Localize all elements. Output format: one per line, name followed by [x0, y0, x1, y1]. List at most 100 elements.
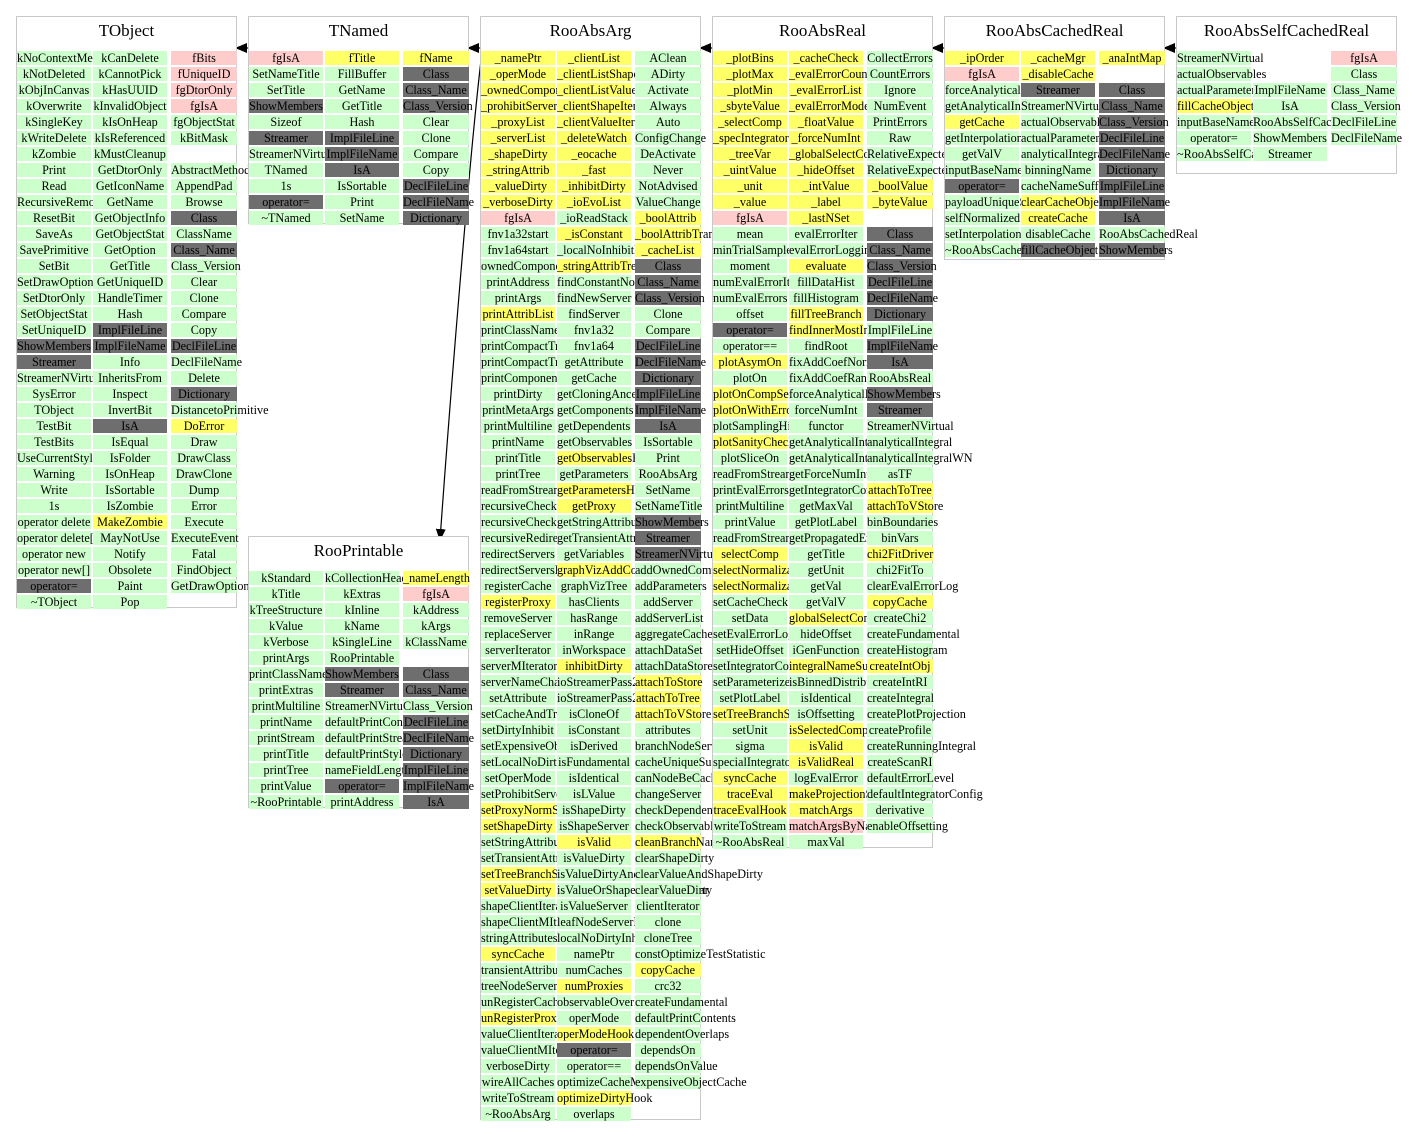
member-label: ownedComponents	[481, 259, 576, 273]
member-item: isConstant	[557, 723, 631, 737]
member-label: DeclFileName	[403, 195, 475, 209]
member-label: _localNoInhibitDirty	[557, 243, 660, 257]
member-item: TNamed	[249, 163, 323, 177]
member-item: kVerbose	[249, 635, 323, 649]
member-label: ShowMembers	[249, 99, 323, 113]
member-item: RooAbsSelfCachedReal	[1253, 115, 1371, 129]
member-label: _label	[811, 195, 841, 209]
member-label: chi2FitTo	[876, 563, 924, 577]
member-label: operator=	[570, 1043, 618, 1057]
member-item: _clientValueIter	[557, 115, 635, 129]
member-label: MakeZombie	[97, 515, 163, 529]
member-item: expensiveObjectCache	[635, 1075, 747, 1089]
member-item: kHasUUID	[93, 83, 167, 97]
member-item: fixAddCoefRange	[789, 371, 878, 385]
member-label: operator=	[1190, 131, 1238, 145]
member-item: kArgs	[403, 619, 469, 633]
member-label: Never	[653, 163, 683, 177]
member-label: Class	[654, 259, 682, 273]
member-label: getPropagatedError	[789, 531, 885, 545]
member-item: Warning	[17, 467, 91, 481]
member-item: getIntegratorConfig	[789, 483, 886, 497]
member-label: inputBaseName	[1177, 115, 1255, 129]
member-item: fgIsA	[249, 51, 323, 65]
member-item: sigma	[713, 739, 787, 753]
member-label: getStringAttribute	[557, 515, 646, 529]
member-label: Draw	[190, 435, 218, 449]
member-label: offset	[736, 307, 764, 321]
member-item: numCaches	[557, 963, 631, 977]
member-item: MayNotUse	[93, 531, 167, 545]
member-label: syncCache	[723, 771, 777, 785]
member-item: kClassName	[403, 635, 469, 649]
member-label: ImplFileLine	[867, 323, 933, 337]
member-item: _cacheMgr	[1021, 51, 1095, 65]
member-label: Info	[119, 355, 141, 369]
member-label: fnv1a64	[574, 339, 614, 353]
member-item: GetTitle	[325, 99, 399, 113]
member-item: setHideOffset	[713, 643, 787, 657]
member-item: integralNameSuffix	[789, 659, 886, 673]
member-item: SavePrimitive	[17, 243, 91, 257]
member-label: StreamerNVirtual	[635, 547, 722, 561]
member-item: printArgs	[481, 291, 555, 305]
member-label: verboseDirty	[486, 1059, 550, 1073]
member-item: CollectErrors	[867, 51, 933, 65]
member-label: _stringAttrib	[486, 163, 550, 177]
member-label: NumEvent	[873, 99, 927, 113]
member-label: hasClients	[568, 595, 620, 609]
member-item: operator=	[17, 579, 91, 593]
member-item: Draw	[171, 435, 237, 449]
member-label: Clone	[421, 131, 451, 145]
member-label: createIntObj	[869, 659, 931, 673]
member-label: _ioReadStack	[560, 211, 628, 225]
member-item: Dump	[171, 483, 237, 497]
class-title: RooAbsArg	[549, 21, 632, 40]
member-label: Dictionary	[177, 387, 231, 401]
member-item: IsA	[867, 355, 933, 369]
member-item: GetObjectInfo	[93, 211, 167, 225]
member-label: cleanBranchNames	[635, 835, 730, 849]
member-label: ~RooAbsReal	[715, 835, 785, 849]
member-item: kAddress	[403, 603, 469, 617]
member-item: _shapeDirty	[481, 147, 555, 161]
member-label: Class	[1350, 67, 1378, 81]
member-item: setTransientAttribute	[481, 851, 584, 865]
member-item: ImplFileName	[635, 403, 706, 417]
member-label: integralNameSuffix	[789, 659, 886, 673]
member-label: DeclFileLine	[1331, 115, 1397, 129]
member-item: matchArgsByName	[789, 819, 886, 833]
member-item: _globalSelectComp	[789, 147, 885, 161]
member-label: clearEvalErrorLog	[867, 579, 959, 593]
member-item: SetNameTitle	[635, 499, 702, 513]
member-item: ~RooAbsSelfCachedReal	[1177, 147, 1302, 161]
member-label: kCanDelete	[101, 51, 159, 65]
member-item: setDirtyInhibit	[481, 723, 555, 737]
class-box-rooabsreal: RooAbsReal _plotBins _plotMax _plotMin _sbyt…	[712, 16, 983, 851]
member-label: forceAnalyticalInt	[945, 83, 1035, 97]
member-label: Streamer	[32, 355, 76, 369]
member-label: plotSliceOn	[720, 451, 780, 465]
member-item: GetTitle	[93, 259, 167, 273]
member-item: _clientListShape	[557, 67, 639, 81]
member-label: DeActivate	[640, 147, 696, 161]
member-item: registerProxy	[481, 595, 555, 609]
member-item: GetDtorOnly	[93, 163, 167, 177]
member-column: _cacheCheck _evalErrorCount _evalErrorList…	[789, 51, 918, 851]
member-item: _intValue	[789, 179, 863, 193]
member-item: kTreeStructure	[249, 603, 323, 617]
member-label: Print	[656, 451, 680, 465]
member-label: binningName	[1024, 163, 1092, 177]
member-item: _plotMin	[713, 83, 787, 97]
member-item: selectNormalization	[713, 563, 811, 577]
member-item: getCache	[557, 371, 631, 385]
member-item: setProxyNormSet	[481, 803, 568, 817]
member-item: ExecuteEvent	[171, 531, 239, 545]
member-column: _nameLength fgIsA kAddress kArgs kClassName C…	[403, 571, 474, 811]
member-item: _label	[789, 195, 863, 209]
member-item: StreamerNVirtual	[1177, 51, 1264, 65]
member-item: moment	[713, 259, 787, 273]
member-item: ImplFileName	[93, 339, 167, 353]
member-label: actualParameters	[1177, 83, 1261, 97]
member-item: dependentOverlaps	[635, 1027, 729, 1041]
